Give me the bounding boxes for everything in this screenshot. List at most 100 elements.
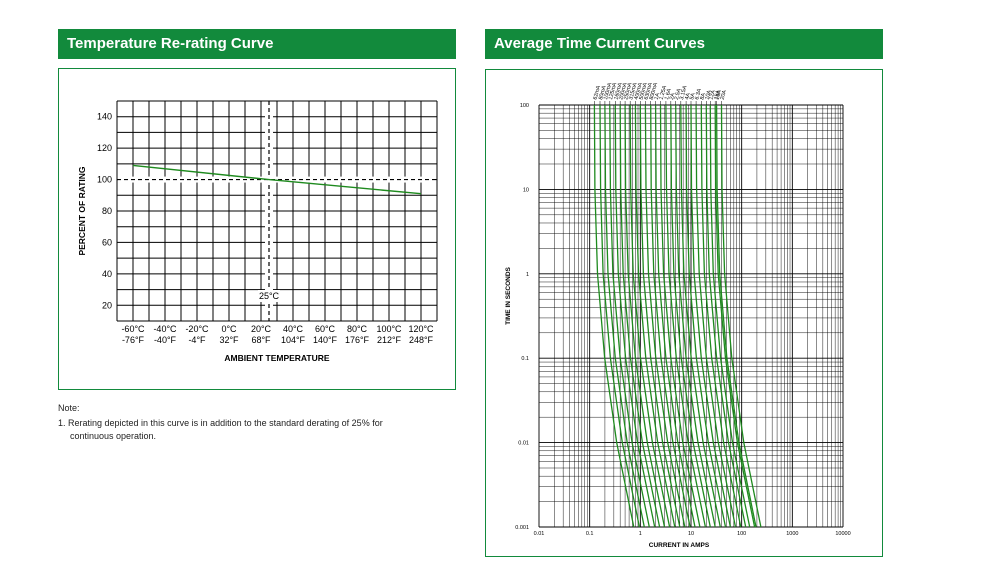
y-tick-label: 0.001: [515, 525, 529, 531]
fuse-curve-1A: [654, 104, 696, 528]
rating-label: 2.5A: [674, 88, 683, 101]
fuse-curve-12A: [709, 104, 751, 528]
rating-label: 5A: [689, 92, 697, 100]
reference-line-backdrop: [118, 176, 436, 183]
y-tick-label: 120: [97, 143, 112, 153]
y-tick-label: 10: [523, 187, 529, 193]
x-tick-label-fahrenheit: 248°F: [409, 335, 434, 345]
log-grid: [538, 104, 844, 528]
x-tick-label-fahrenheit: 104°F: [281, 335, 306, 345]
rating-label: 400mA: [634, 82, 644, 101]
reference-label-backdrop: [258, 290, 280, 302]
x-tick-label: 100: [737, 531, 746, 537]
rating-label: 10A: [704, 89, 712, 100]
rating-label: 3.15A: [679, 85, 689, 101]
rating-label: 20A: [720, 89, 728, 100]
y-tick-label: 1: [526, 272, 529, 278]
temperature-rerating-chart: 25°C 20 40 60 80 100 120 140 -60°C-76°F -40°C-40°…: [77, 100, 438, 363]
temperature-rerating-chart-frame: 25°C 20 40 60 80 100 120 140 -60°C -76°F -40°C -40°…: [58, 68, 456, 390]
rating-label: 125mA: [608, 82, 618, 101]
x-tick-label-fahrenheit: -40°F: [154, 335, 177, 345]
x-axis-label: AMBIENT TEMPERATURE: [224, 353, 329, 363]
fuse-curve-3.15A: [680, 104, 721, 528]
x-tick-label: 0.01: [534, 531, 545, 537]
fuse-curve-16A: [715, 104, 757, 528]
fuse-curve-62mA: [593, 104, 635, 528]
fuse-curves: [593, 104, 762, 528]
fuse-curve-1.25A: [659, 104, 701, 528]
y-tick-label: 0.01: [518, 441, 529, 447]
rating-label: 1.6A: [664, 88, 673, 101]
rating-label: 630mA: [644, 82, 654, 101]
x-tick-label-fahrenheit: -76°F: [122, 335, 145, 345]
time-current-chart: 62mA80mA100mA125mA160mA200mA250mA315mA40…: [505, 82, 851, 549]
fuse-curve-15A: [714, 104, 756, 528]
x-tick-label-fahrenheit: 32°F: [219, 335, 239, 345]
x-tick-label-celsius: -40°C: [153, 324, 177, 334]
fuse-curve-2A: [670, 104, 711, 528]
rating-label: 100mA: [603, 82, 613, 101]
x-tick-label-celsius: 100°C: [376, 324, 402, 334]
x-tick-label-celsius: 20°C: [251, 324, 272, 334]
y-tick-label: 100: [520, 103, 529, 109]
fuse-curve-800mA: [650, 104, 691, 528]
rating-label: 1.25A: [659, 85, 669, 101]
temperature-rerating-header: Temperature Re-rating Curve: [58, 29, 456, 59]
time-current-chart-frame: 62mA 80mA 100mA 125mA 160mA 200mA 250mA 315mA 40…: [485, 69, 883, 557]
fuse-curve-630mA: [644, 104, 686, 528]
x-tick-label: 10: [688, 531, 694, 537]
x-tick-label-celsius: 120°C: [408, 324, 434, 334]
x-tick-label: 1000: [786, 531, 798, 537]
fuse-curve-2.5A: [675, 104, 716, 528]
fuse-curve-315mA: [629, 104, 671, 528]
rating-label: 16A: [715, 89, 723, 100]
grid-lines: [116, 100, 438, 322]
fuse-curve-250mA: [624, 104, 666, 528]
x-tick-label-fahrenheit: 68°F: [251, 335, 271, 345]
fuse-curve-1.6A: [665, 104, 707, 528]
x-tick-label-fahrenheit: -4°F: [188, 335, 206, 345]
fuse-curve-100mA: [604, 104, 645, 528]
x-tick-label: 1: [639, 531, 642, 537]
rating-label: 8A: [699, 92, 707, 100]
note-title: Note:: [58, 403, 80, 413]
rating-label: 62mA: [593, 85, 603, 101]
y-tick-label: 40: [102, 269, 112, 279]
x-tick-label: 10000: [835, 531, 850, 537]
fuse-curve-4A: [685, 104, 727, 528]
fuse-curve-125mA: [609, 104, 650, 528]
fuse-curve-500mA: [639, 104, 681, 528]
fuse-curve-5A: [690, 104, 732, 528]
fuse-curve-160mA: [614, 104, 656, 528]
y-tick-label: 80: [102, 206, 112, 216]
y-tick-label: 140: [97, 112, 112, 122]
time-current-curves-header: Average Time Current Curves: [485, 29, 883, 59]
note-line-1: 1. Rerating depicted in this curve is in…: [58, 418, 383, 428]
x-tick-label-fahrenheit: 140°F: [313, 335, 338, 345]
fuse-curve-200mA: [619, 104, 661, 528]
x-tick-label-celsius: -20°C: [185, 324, 209, 334]
rating-label: 200mA: [618, 82, 628, 101]
y-tick-label: 0.1: [521, 356, 529, 362]
fuse-curve-20A: [720, 104, 762, 528]
fuse-curve-6.3A: [695, 104, 737, 528]
x-tick-label-celsius: 0°C: [221, 324, 237, 334]
y-tick-label: 60: [102, 237, 112, 247]
reference-line-backdrop: [265, 102, 273, 320]
x-tick-label-celsius: 80°C: [347, 324, 368, 334]
x-tick-label-celsius: 40°C: [283, 324, 304, 334]
rating-label: 315mA: [628, 82, 638, 101]
rating-label: 80mA: [598, 85, 608, 101]
y-axis-label: PERCENT OF RATING: [77, 166, 87, 255]
x-tick-label: 0.1: [586, 531, 594, 537]
y-axis-label: TIME IN SECONDS: [505, 266, 512, 324]
rating-label: 160mA: [613, 82, 623, 101]
rating-label: 2A: [669, 92, 677, 100]
reference-label-25c: 25°C: [259, 291, 280, 301]
y-tick-label: 100: [97, 175, 112, 185]
x-tick-label-celsius: 60°C: [315, 324, 336, 334]
rating-label: 250mA: [623, 82, 633, 101]
x-axis-label: CURRENT IN AMPS: [649, 542, 710, 549]
fuse-curve-400mA: [634, 104, 676, 528]
note-line-2: continuous operation.: [70, 431, 157, 441]
